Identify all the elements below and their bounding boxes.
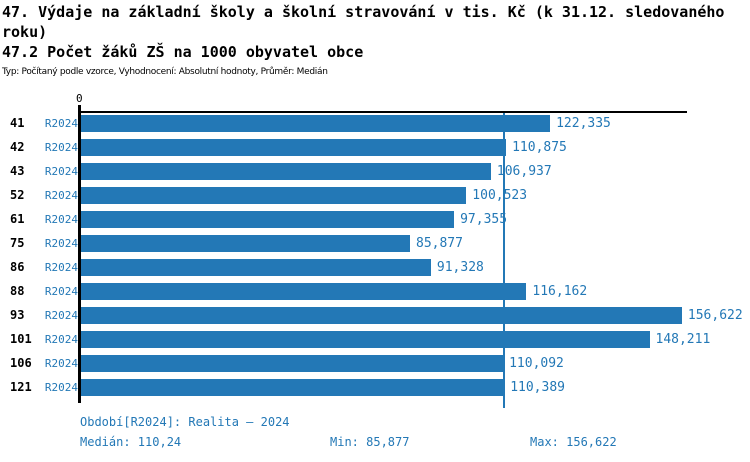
chart-rows: 41 R2024 122,335 42 R2024 110,875 43 R2024 106,9… xyxy=(0,113,750,401)
bar-value-label: 110,389 xyxy=(510,380,565,395)
row-period-label: R2024 xyxy=(44,213,78,226)
row-id-label: 101 xyxy=(10,332,32,346)
bar-value-label: 97,355 xyxy=(460,212,508,227)
value-bar xyxy=(80,307,682,324)
row-period-label: R2024 xyxy=(44,237,78,250)
row-period-label: R2024 xyxy=(44,381,78,394)
x-axis-line xyxy=(79,111,687,113)
bar-value-label: 91,328 xyxy=(436,260,484,275)
period-legend: Období[R2024]: Realita – 2024 xyxy=(80,415,290,429)
row-period-label: R2024 xyxy=(44,357,78,370)
report-header: 47. Výdaje na základní školy a školní st… xyxy=(2,2,748,78)
chart-row: 43 R2024 106,937 xyxy=(0,161,750,185)
row-period-label: R2024 xyxy=(44,165,78,178)
row-id-label: 121 xyxy=(10,380,32,394)
chart-row: 106 R2024 110,092 xyxy=(0,353,750,377)
row-id-label: 93 xyxy=(10,308,25,322)
row-id-label: 86 xyxy=(10,260,25,274)
row-period-label: R2024 xyxy=(44,285,78,298)
row-id-label: 61 xyxy=(10,212,25,226)
value-bar xyxy=(80,139,507,156)
stat-max: Max: 156,622 xyxy=(530,435,617,449)
bar-value-label: 122,335 xyxy=(556,116,611,131)
row-id-label: 106 xyxy=(10,356,32,370)
value-bar xyxy=(80,259,431,276)
row-period-label: R2024 xyxy=(44,333,78,346)
bar-value-label: 106,937 xyxy=(496,164,552,179)
bar-value-label: 110,875 xyxy=(512,140,567,155)
row-period-label: R2024 xyxy=(44,141,78,154)
value-bar xyxy=(80,115,551,132)
chart-row: 86 R2024 91,328 xyxy=(0,257,750,281)
x-axis-zero-tick-label: 0 xyxy=(76,92,83,105)
value-bar xyxy=(80,187,467,204)
bar-value-label: 100,523 xyxy=(472,188,528,203)
stat-median: Medián: 110,24 xyxy=(80,435,182,449)
indicator-meta: Typ: Počítaný podle vzorce, Vyhodnocení:… xyxy=(2,67,328,77)
row-id-label: 75 xyxy=(10,236,25,250)
chart-row: 61 R2024 97,355 xyxy=(0,209,750,233)
row-id-label: 42 xyxy=(10,140,25,154)
row-period-label: R2024 xyxy=(44,189,78,202)
row-period-label: R2024 xyxy=(44,261,78,274)
y-axis-line xyxy=(78,105,81,403)
bar-value-label: 156,622 xyxy=(687,308,743,323)
chart-row: 41 R2024 122,335 xyxy=(0,113,750,137)
chart-row: 93 R2024 156,622 xyxy=(0,305,750,329)
bar-value-label: 110,092 xyxy=(509,356,564,371)
indicator-subtitle: 47.2 Počet žáků ZŠ na 1000 obyvatel obce xyxy=(2,43,364,61)
bar-value-label: 116,162 xyxy=(532,284,588,299)
value-bar xyxy=(80,235,410,252)
row-id-label: 52 xyxy=(10,188,25,202)
chart-row: 42 R2024 110,875 xyxy=(0,137,750,161)
value-bar xyxy=(80,379,505,396)
report-title: 47. Výdaje na základní školy a školní st… xyxy=(2,3,725,41)
value-bar xyxy=(80,283,527,300)
bar-value-label: 85,877 xyxy=(416,236,463,251)
chart-row: 101 R2024 148,211 xyxy=(0,329,750,353)
chart-row: 121 R2024 110,389 xyxy=(0,377,750,401)
value-bar xyxy=(80,355,504,372)
value-bar xyxy=(80,163,491,180)
row-id-label: 41 xyxy=(10,116,25,130)
row-period-label: R2024 xyxy=(44,309,78,322)
value-bar xyxy=(80,331,650,348)
chart-row: 75 R2024 85,877 xyxy=(0,233,750,257)
median-reference-line xyxy=(502,113,505,408)
row-id-label: 43 xyxy=(10,164,25,178)
stat-min: Min: 85,877 xyxy=(330,435,410,449)
row-id-label: 88 xyxy=(10,284,25,298)
bar-value-label: 148,211 xyxy=(655,332,711,347)
chart-row: 88 R2024 116,162 xyxy=(0,281,750,305)
row-period-label: R2024 xyxy=(44,117,78,130)
value-bar xyxy=(80,211,455,228)
chart-row: 52 R2024 100,523 xyxy=(0,185,750,209)
